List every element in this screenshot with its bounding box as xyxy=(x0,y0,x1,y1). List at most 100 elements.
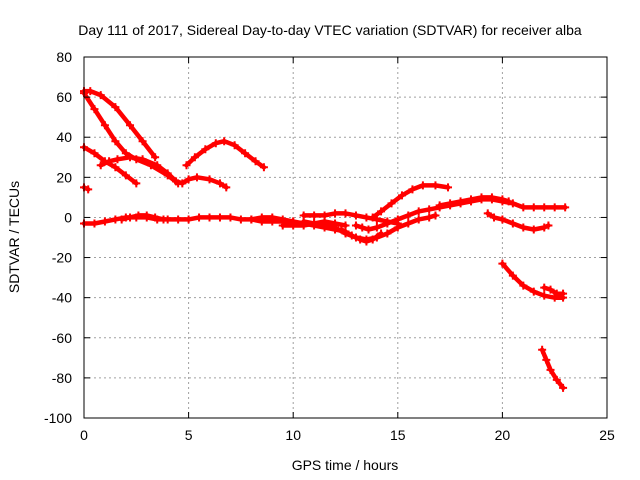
data-point xyxy=(387,199,396,208)
data-point xyxy=(100,217,109,226)
data-point xyxy=(377,207,386,216)
y-tick-label: -40 xyxy=(52,290,72,306)
y-tick-label: 0 xyxy=(64,209,72,225)
data-point xyxy=(268,213,277,222)
series-line xyxy=(184,138,267,170)
series-arc-3 xyxy=(80,143,141,188)
data-point xyxy=(404,219,413,228)
data-point xyxy=(111,103,120,112)
data-point xyxy=(368,235,377,244)
data-point xyxy=(347,231,356,240)
data-point xyxy=(546,365,555,374)
x-tick-label: 10 xyxy=(285,427,301,443)
series-arc-17 xyxy=(483,209,553,234)
data-point xyxy=(100,121,109,130)
data-point xyxy=(113,155,122,164)
y-tick-label: -80 xyxy=(52,370,72,386)
data-point xyxy=(538,345,547,354)
data-point xyxy=(414,207,423,216)
data-point xyxy=(425,213,434,222)
data-point xyxy=(404,211,413,220)
data-point xyxy=(341,209,350,218)
y-tick-label: 80 xyxy=(56,49,72,65)
series-arc-15 xyxy=(368,181,453,222)
data-point xyxy=(490,213,499,222)
data-point xyxy=(151,213,160,222)
data-point xyxy=(377,229,386,238)
data-point xyxy=(320,221,329,230)
data-point xyxy=(111,137,120,146)
data-point xyxy=(540,223,549,232)
data-point xyxy=(498,215,507,224)
data-point xyxy=(559,289,568,298)
data-point xyxy=(362,237,371,246)
series-arc-6 xyxy=(182,137,268,172)
data-point xyxy=(477,193,486,202)
data-point xyxy=(540,291,549,300)
data-point xyxy=(456,197,465,206)
y-tick-label: 60 xyxy=(56,89,72,105)
plot-frame xyxy=(83,56,608,419)
data-point xyxy=(126,153,135,162)
data-point xyxy=(247,215,256,224)
data-point xyxy=(542,355,551,364)
data-point xyxy=(134,211,143,220)
data-point xyxy=(356,235,365,244)
data-point xyxy=(446,199,455,208)
data-point xyxy=(153,161,162,170)
data-point xyxy=(220,137,229,146)
series-arc-13 xyxy=(337,225,386,246)
y-axis-label: SDTVAR / TECUs xyxy=(6,181,22,293)
y-tick-label: 40 xyxy=(56,129,72,145)
data-point xyxy=(498,259,507,268)
x-tick-label: 5 xyxy=(185,427,193,443)
data-point xyxy=(561,203,570,212)
data-point xyxy=(341,221,350,230)
data-point xyxy=(310,211,319,220)
x-tick-label: 0 xyxy=(80,427,88,443)
data-point xyxy=(111,163,120,172)
data-point xyxy=(159,215,168,224)
data-point xyxy=(351,211,360,220)
data-point xyxy=(142,211,151,220)
data-point xyxy=(126,213,135,222)
data-point xyxy=(540,203,549,212)
data-point xyxy=(467,195,476,204)
data-point xyxy=(519,281,528,290)
data-point xyxy=(529,203,538,212)
data-point xyxy=(174,215,183,224)
data-point xyxy=(351,221,360,230)
data-point xyxy=(117,215,126,224)
data-point xyxy=(178,179,187,188)
data-point xyxy=(310,219,319,228)
x-tick-label: 25 xyxy=(599,427,615,443)
data-point xyxy=(483,209,492,218)
data-point xyxy=(96,161,105,170)
data-point xyxy=(138,137,147,146)
data-point xyxy=(529,287,538,296)
data-point xyxy=(90,105,99,114)
data-point xyxy=(559,383,568,392)
series-arc-1 xyxy=(80,87,160,162)
data-point xyxy=(251,157,260,166)
series-arc-4 xyxy=(80,183,93,194)
data-point xyxy=(552,375,561,384)
series-arc-19 xyxy=(540,283,568,298)
data-series xyxy=(80,87,570,392)
axis-ticks: 0 5 10 15 20 25 -100 -80 -60 -40 -20 0 20 40 60 80 xyxy=(44,49,615,443)
data-point xyxy=(215,179,224,188)
series-line xyxy=(301,211,401,226)
x-tick-label: 15 xyxy=(390,427,406,443)
data-point xyxy=(90,149,99,158)
data-point xyxy=(241,149,250,158)
data-point xyxy=(418,181,427,190)
data-point xyxy=(226,213,235,222)
data-point xyxy=(257,213,266,222)
data-point xyxy=(105,157,114,166)
data-point xyxy=(331,223,340,232)
data-point xyxy=(205,175,214,184)
data-point xyxy=(184,215,193,224)
data-point xyxy=(408,185,417,194)
y-tick-label: -20 xyxy=(52,250,72,266)
